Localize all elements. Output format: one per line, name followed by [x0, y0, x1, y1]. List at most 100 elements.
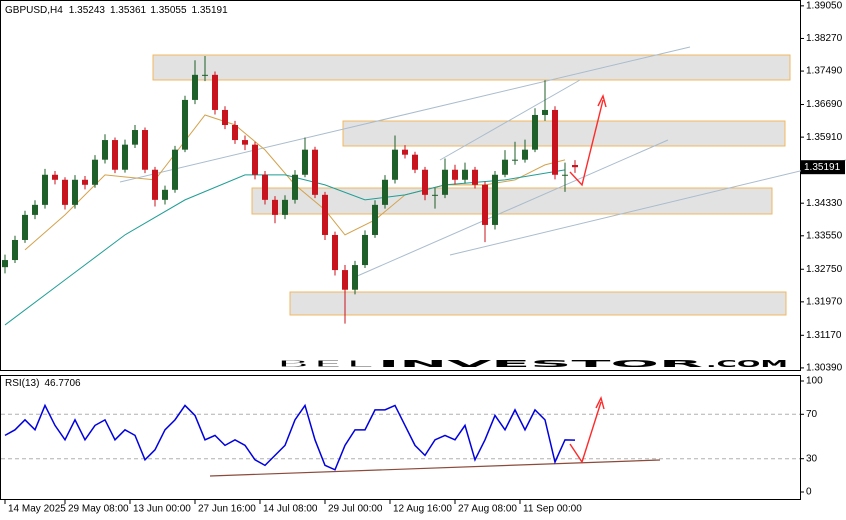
y-tick-label: 70: [806, 409, 818, 420]
y-tick-label: 1.39050: [806, 0, 843, 11]
trend-line: [354, 139, 669, 278]
y-tick-label: 1.33550: [806, 230, 843, 241]
candle-body: [222, 109, 228, 126]
candle-body: [152, 169, 158, 200]
candle-body: [2, 260, 8, 268]
candle-body: [332, 234, 338, 271]
trend-line: [449, 159, 846, 256]
candle-body: [482, 184, 488, 225]
candle-body: [412, 154, 418, 170]
candle-body: [252, 144, 258, 175]
candle-body: [172, 149, 178, 190]
candle-body: [522, 149, 528, 160]
x-tick-label: 11 Sep 00:00: [523, 504, 582, 515]
price-header: GBPUSD,H4 1.35243 1.35361 1.35055 1.35191: [5, 5, 228, 16]
candle-body: [432, 194, 438, 196]
y-tick-label: 1.35910: [806, 132, 843, 143]
candle-body: [122, 144, 128, 170]
y-tick-label: 1.31970: [806, 296, 843, 307]
candle-body: [32, 204, 38, 215]
candle-body: [532, 114, 538, 150]
open-value: 1.35243: [69, 5, 106, 16]
candle-body: [282, 199, 288, 215]
candle-body: [92, 159, 98, 185]
x-tick-label: 13 Jun 00:00: [133, 504, 191, 515]
last-price-label: 1.35191: [804, 162, 841, 173]
low-value: 1.35055: [150, 5, 187, 16]
candle-body: [182, 99, 188, 150]
watermark-com: .COM: [706, 359, 788, 370]
candle-body: [192, 74, 198, 100]
candle-body: [132, 130, 138, 145]
rsi-header: RSI(13) 46.7706: [5, 378, 81, 389]
candle-body: [362, 234, 368, 266]
zone: [289, 291, 787, 316]
y-tick-label: 0: [806, 487, 812, 498]
arrow: [569, 99, 604, 187]
trend-line: [119, 46, 691, 183]
y-tick-label: 1.38270: [806, 33, 843, 44]
rsi-trend-line: [209, 459, 661, 477]
annotations: BEL INVESTOR .COM GBPUSD,H4 1.35243 1.3536…: [5, 5, 788, 464]
candle-body: [302, 149, 308, 175]
candle-body: [242, 140, 248, 145]
candle-body: [372, 204, 378, 235]
candle-body: [142, 130, 148, 170]
arrow-head: [597, 94, 607, 108]
candle-body: [112, 140, 118, 170]
candle-body: [262, 174, 268, 200]
candle-body: [442, 169, 448, 195]
candle-body: [392, 149, 398, 180]
candle-body: [342, 270, 348, 290]
y-tick-label: 1.34330: [806, 198, 843, 209]
candle-body: [62, 179, 68, 205]
x-tick-label: 27 Aug 08:00: [458, 504, 517, 515]
x-tick-label: 12 Aug 16:00: [393, 504, 452, 515]
zones: [152, 54, 791, 316]
candle-body: [352, 265, 358, 290]
rsi-value: 46.7706: [44, 378, 81, 389]
last-price-box: [801, 160, 845, 175]
candle-body: [512, 159, 518, 161]
y-tick-label: 1.31170: [806, 330, 842, 341]
candle-body: [12, 239, 18, 261]
arrow: [569, 401, 602, 464]
watermark-bel: BEL: [275, 359, 378, 370]
symbol: GBPUSD,H4: [5, 5, 63, 16]
x-tick-label: 14 Jul 08:00: [263, 504, 318, 515]
arrows: [569, 94, 607, 464]
candle-body: [52, 174, 58, 180]
watermark-investor: INVESTOR: [378, 359, 705, 370]
zone: [152, 54, 791, 81]
zone: [342, 120, 786, 147]
high-value: 1.35361: [110, 5, 147, 16]
trend-lines: [119, 46, 846, 278]
candle-body: [292, 174, 298, 200]
candle-body: [542, 109, 548, 115]
candle-body: [562, 174, 568, 176]
candle-body: [452, 169, 458, 180]
x-tick-label: 29 May 08:00: [68, 504, 129, 515]
candle-body: [552, 109, 558, 175]
candle-body: [462, 169, 468, 180]
candle-body: [492, 174, 498, 225]
candle-body: [72, 179, 78, 205]
y-tick-label: 1.36690: [806, 99, 843, 110]
trend-line: [439, 79, 581, 161]
rsi-panel: [0, 375, 801, 500]
candle-body: [212, 74, 218, 110]
close-value: 1.35191: [192, 5, 229, 16]
candle-body: [422, 169, 428, 195]
candle-body: [82, 179, 88, 185]
candle-body: [572, 165, 578, 168]
y-tick-label: 1.37490: [806, 66, 843, 77]
y-tick-label: 100: [806, 376, 823, 387]
x-tick-label: 27 Jun 16:00: [198, 504, 256, 515]
candle-body: [202, 74, 208, 76]
candle-body: [162, 189, 168, 200]
rsi-line: [4, 403, 576, 471]
candle-body: [42, 174, 48, 205]
y-tick-label: 30: [806, 453, 818, 464]
